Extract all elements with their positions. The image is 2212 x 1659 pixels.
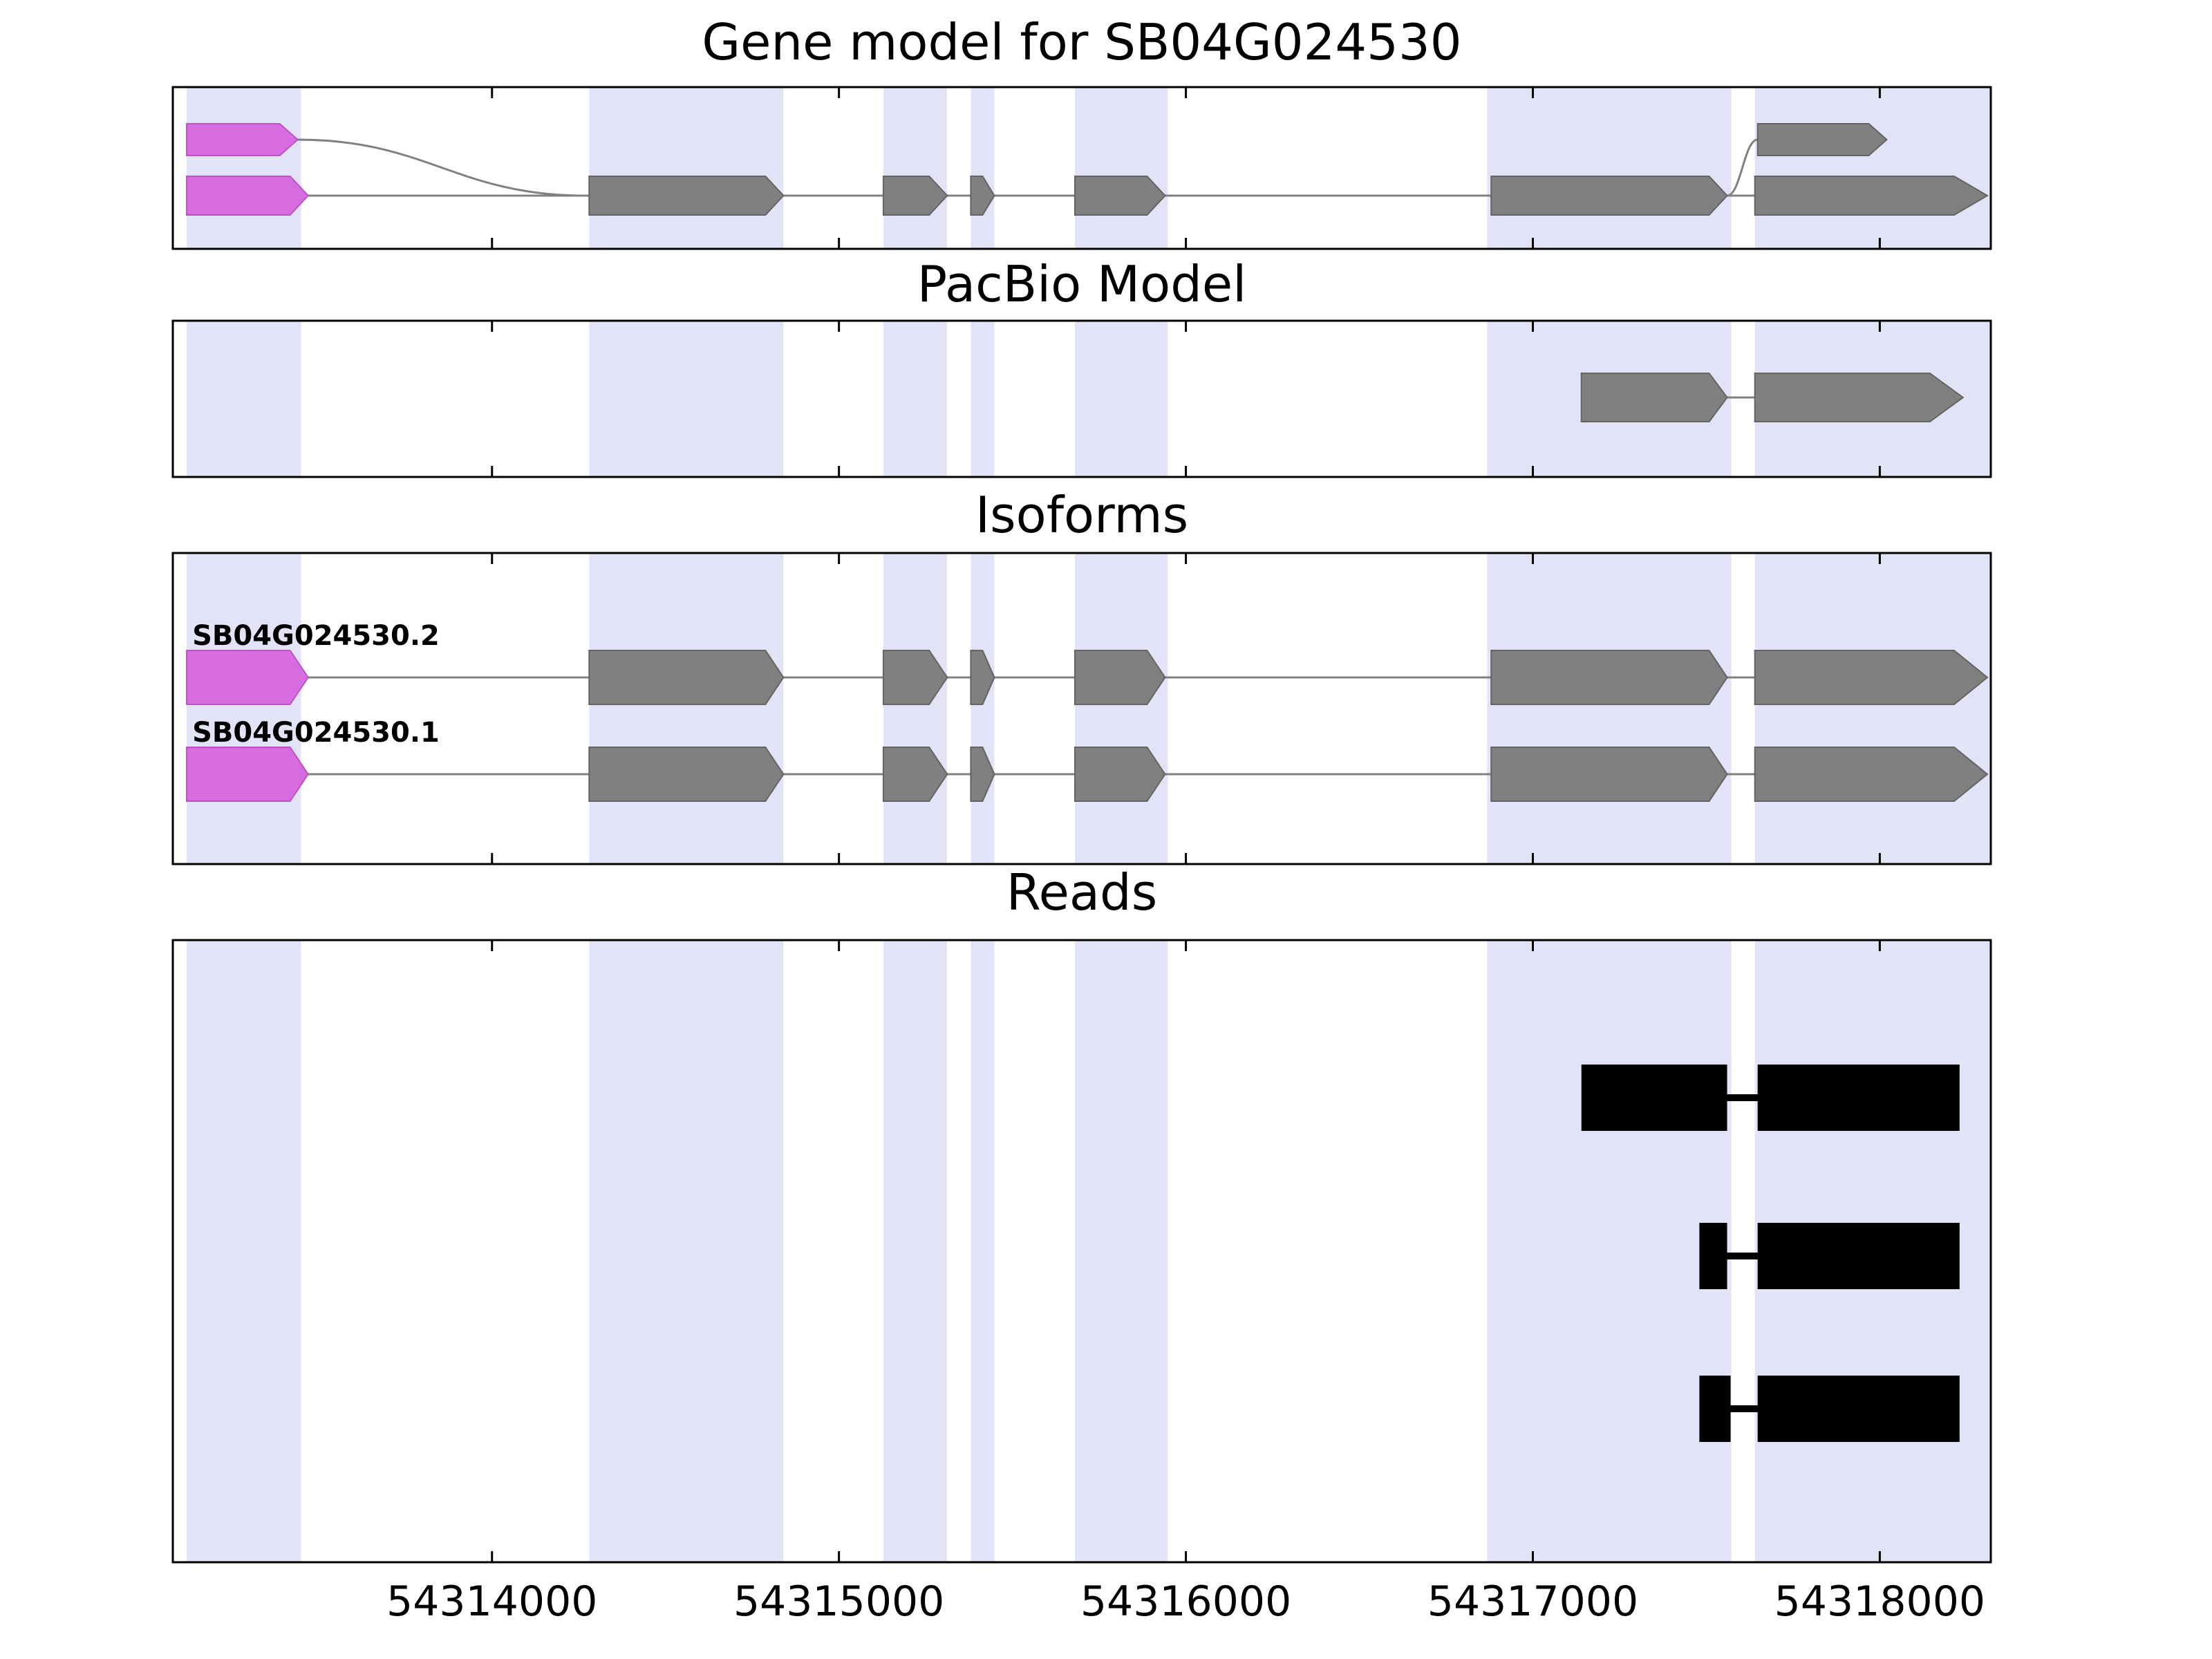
highlight-band	[971, 321, 995, 477]
exon	[1580, 373, 1728, 422]
exon	[970, 650, 995, 705]
splice-curve	[1727, 138, 1759, 197]
first-exon	[186, 747, 309, 802]
exon	[882, 650, 948, 705]
reads-panel	[171, 939, 1992, 1564]
highlight-band	[187, 553, 301, 864]
highlight-band	[1074, 87, 1168, 249]
exon	[970, 176, 995, 216]
highlight-band	[589, 321, 784, 477]
exon	[1490, 176, 1728, 216]
isoform-label: SB04G024530.2	[192, 620, 440, 652]
gene-model-panel	[171, 86, 1992, 250]
exon	[1074, 176, 1166, 216]
reads-title: Reads	[1006, 863, 1158, 921]
highlight-band	[1754, 553, 1991, 864]
exon	[588, 176, 785, 216]
exon	[1490, 747, 1728, 802]
x-tick-label: 54318000	[1774, 1577, 1986, 1626]
pacbio-panel	[171, 319, 1992, 478]
x-tick-label: 54314000	[386, 1577, 598, 1626]
splice-curve	[297, 138, 586, 197]
exon	[882, 747, 948, 802]
first-exon	[186, 650, 309, 705]
exon	[882, 176, 948, 216]
highlight-band	[187, 87, 301, 249]
exon	[1754, 650, 1989, 705]
x-tick-label: 54315000	[733, 1577, 945, 1626]
read-block	[1581, 1065, 1727, 1131]
read-block	[1757, 1376, 1960, 1442]
exon	[1754, 747, 1989, 802]
highlight-band	[1487, 940, 1732, 1562]
x-tick-label: 54317000	[1427, 1577, 1639, 1626]
highlight-band	[187, 321, 301, 477]
exon	[970, 747, 995, 802]
exon	[1754, 176, 1989, 216]
highlight-band	[589, 940, 784, 1562]
highlight-band	[589, 553, 784, 864]
exon	[1756, 123, 1888, 156]
exon	[588, 747, 785, 802]
exon	[1074, 747, 1166, 802]
exon	[1754, 373, 1965, 422]
highlight-band	[971, 553, 995, 864]
highlight-band	[1074, 553, 1168, 864]
highlight-band	[971, 940, 995, 1562]
highlight-band	[187, 940, 301, 1562]
first-exon	[186, 123, 299, 156]
read-block	[1699, 1223, 1727, 1289]
x-tick-label: 54316000	[1080, 1577, 1292, 1626]
highlight-band	[883, 940, 948, 1562]
panel-border	[171, 86, 1992, 250]
highlight-band	[883, 553, 948, 864]
highlight-band	[1487, 553, 1732, 864]
highlight-band	[883, 321, 948, 477]
exon	[1074, 650, 1166, 705]
highlight-band	[1074, 940, 1168, 1562]
read-block	[1757, 1223, 1960, 1289]
highlight-band	[971, 87, 995, 249]
isoforms-panel: SB04G024530.2 SB04G024530.1	[171, 552, 1992, 865]
highlight-band	[1487, 87, 1732, 249]
highlight-band	[1074, 321, 1168, 477]
first-exon	[186, 176, 310, 216]
read-block	[1757, 1065, 1960, 1131]
read-block	[1699, 1376, 1731, 1442]
exon	[588, 650, 785, 705]
highlight-band	[1754, 87, 1991, 249]
isoform-label: SB04G024530.1	[192, 717, 440, 749]
highlight-band	[883, 87, 948, 249]
panel-border	[171, 319, 1992, 478]
pacbio-title: PacBio Model	[917, 255, 1247, 313]
isoforms-title: Isoforms	[975, 486, 1189, 544]
panel-border	[171, 552, 1992, 865]
gene-model-title: Gene model for SB04G024530	[702, 13, 1462, 71]
panel-border	[171, 939, 1992, 1564]
exon	[1490, 650, 1728, 705]
highlight-band	[589, 87, 784, 249]
